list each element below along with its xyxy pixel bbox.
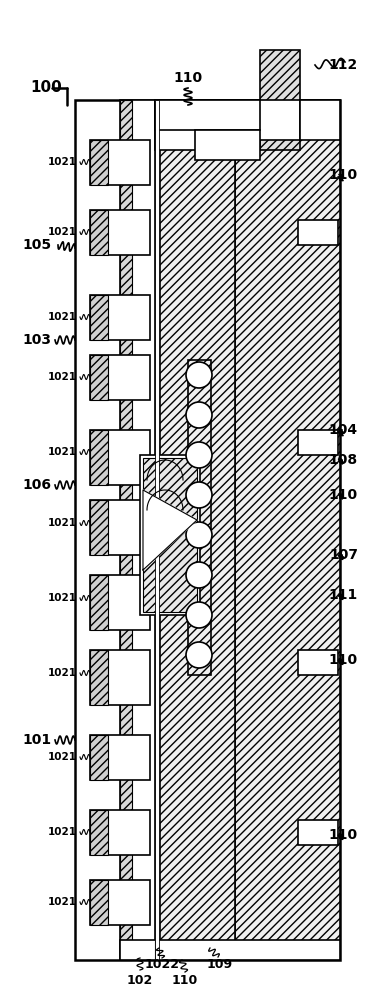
Circle shape [186, 482, 212, 508]
Bar [90, 210, 150, 255]
Bar [90, 880, 150, 925]
Text: 1021: 1021 [48, 157, 77, 167]
Bar [90, 810, 150, 855]
Circle shape [186, 402, 212, 428]
Bar [90, 650, 108, 705]
Text: 1021: 1021 [48, 668, 77, 678]
Bar [90, 355, 150, 400]
Bar [90, 575, 150, 630]
Text: 105: 105 [22, 238, 51, 252]
Text: 101: 101 [22, 733, 51, 747]
Bar [90, 430, 108, 485]
Bar [298, 220, 338, 245]
Text: 102: 102 [127, 974, 153, 986]
Text: 110: 110 [172, 974, 198, 986]
Circle shape [186, 522, 212, 548]
Bar [143, 458, 197, 612]
Bar [298, 650, 338, 675]
Text: 1021: 1021 [48, 447, 77, 457]
Text: 111: 111 [329, 588, 358, 602]
Bar [90, 500, 108, 555]
Bar [90, 575, 108, 630]
Bar [120, 940, 340, 960]
Bar [155, 100, 159, 960]
Text: 1022: 1022 [145, 958, 180, 972]
Text: 1021: 1021 [48, 827, 77, 837]
Circle shape [186, 362, 212, 388]
Bar [235, 100, 300, 140]
Circle shape [186, 642, 212, 668]
Text: 110: 110 [173, 71, 203, 85]
Text: 109: 109 [207, 958, 233, 972]
Circle shape [186, 602, 212, 628]
Text: 106: 106 [22, 478, 51, 492]
Bar [90, 500, 150, 555]
Text: 108: 108 [329, 453, 358, 467]
Bar [140, 455, 200, 615]
Circle shape [186, 562, 212, 588]
Bar [155, 100, 260, 130]
Text: 110: 110 [329, 488, 358, 502]
Text: 103: 103 [22, 333, 51, 347]
Bar [90, 140, 108, 185]
Bar [90, 295, 150, 340]
Bar [90, 295, 108, 340]
Bar [90, 810, 108, 855]
Bar [195, 130, 260, 160]
Text: 112: 112 [329, 58, 358, 72]
Bar [298, 430, 338, 455]
Bar [90, 210, 108, 255]
Bar [90, 880, 108, 925]
Text: 1021: 1021 [48, 227, 77, 237]
Text: 1021: 1021 [48, 897, 77, 907]
Bar [155, 100, 235, 150]
Bar [260, 50, 300, 150]
Text: 1021: 1021 [48, 518, 77, 528]
Circle shape [186, 442, 212, 468]
Bar [90, 735, 150, 780]
Text: 110: 110 [329, 168, 358, 182]
Bar [90, 140, 150, 185]
Text: 110: 110 [329, 653, 358, 667]
Bar [120, 100, 132, 960]
Bar [90, 650, 150, 705]
Text: 104: 104 [329, 423, 358, 437]
Text: 1021: 1021 [48, 752, 77, 762]
Bar [90, 355, 108, 400]
Text: 1021: 1021 [48, 372, 77, 382]
Bar [300, 100, 340, 140]
Bar [235, 100, 340, 960]
Bar [120, 100, 155, 960]
Bar [75, 100, 340, 960]
Text: 110: 110 [329, 828, 358, 842]
Text: 107: 107 [329, 548, 358, 562]
Bar [90, 430, 150, 485]
Text: 1021: 1021 [48, 593, 77, 603]
Text: 100: 100 [30, 81, 62, 96]
Bar [188, 360, 211, 675]
Bar [90, 735, 108, 780]
Bar [160, 100, 235, 960]
Text: 1021: 1021 [48, 312, 77, 322]
Polygon shape [143, 490, 197, 570]
Bar [298, 820, 338, 845]
